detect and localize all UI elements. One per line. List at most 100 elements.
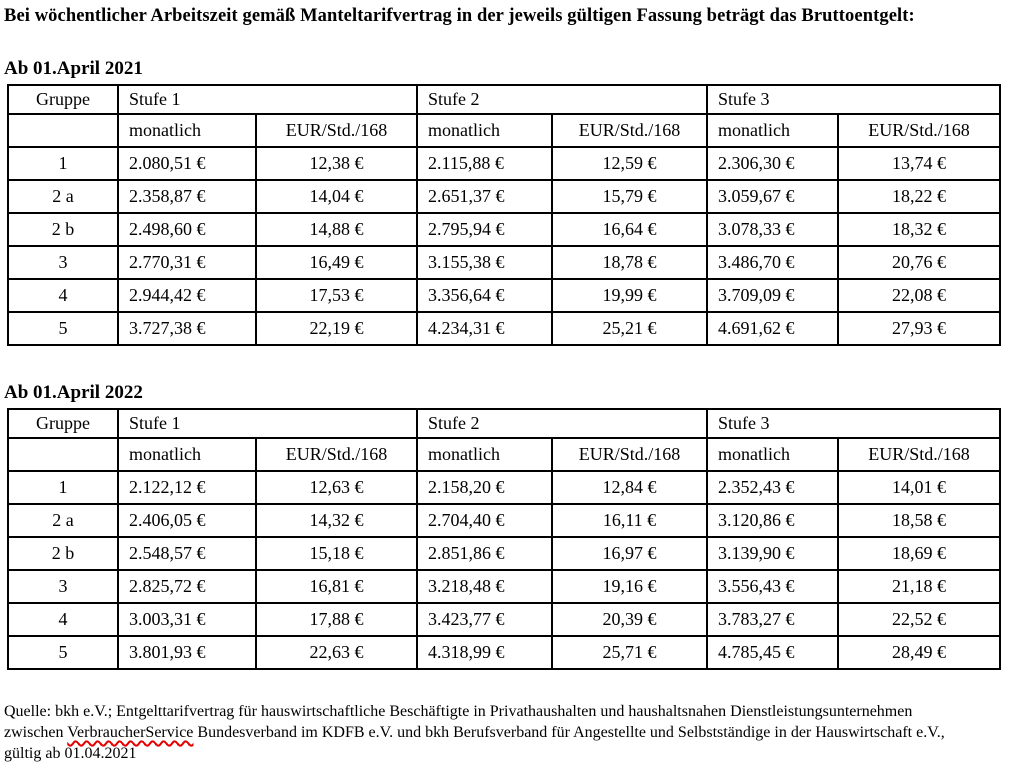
column-header-monthly-stufe1: monatlich xyxy=(117,437,257,472)
value-cell: 3.556,43 € xyxy=(706,569,839,604)
value-cell: 2.115,88 € xyxy=(416,146,553,181)
value-cell: 14,88 € xyxy=(255,212,418,247)
column-header-stufe3: Stufe 3 xyxy=(706,408,1001,439)
value-cell: 22,63 € xyxy=(255,635,418,670)
value-cell: 20,39 € xyxy=(551,602,708,637)
value-cell: 25,71 € xyxy=(551,635,708,670)
column-header-hourly-stufe2: EUR/Std./168 xyxy=(551,437,708,472)
value-cell: 2.080,51 € xyxy=(117,146,257,181)
value-cell: 2.770,31 € xyxy=(117,245,257,280)
source-text: Quelle: bkh e.V.; Entgelttarifvertrag fü… xyxy=(4,703,913,720)
column-header-hourly-stufe3: EUR/Std./168 xyxy=(837,437,1001,472)
value-cell: 3.727,38 € xyxy=(117,311,257,346)
value-cell: 25,21 € xyxy=(551,311,708,346)
value-cell: 17,88 € xyxy=(255,602,418,637)
value-cell: 2.122,12 € xyxy=(117,470,257,505)
table-row: 2 a 2.358,87 €14,04 €2.651,37 €15,79 €3.0… xyxy=(7,179,1001,214)
table-header-row: Gruppe Stufe 1 Stufe 2 Stufe 3 xyxy=(7,84,1001,115)
wage-table-2021-body: 1 2.080,51 €12,38 €2.115,88 €12,59 €2.306… xyxy=(7,146,1001,346)
value-cell: 12,38 € xyxy=(255,146,418,181)
value-cell: 20,76 € xyxy=(837,245,1001,280)
source-line-3: gültig ab 01.04.2021 xyxy=(4,743,1020,764)
value-cell: 4.785,45 € xyxy=(706,635,839,670)
value-cell: 3.783,27 € xyxy=(706,602,839,637)
value-cell: 22,08 € xyxy=(837,278,1001,313)
table-row: 5 3.727,38 €22,19 €4.234,31 €25,21 €4.691… xyxy=(7,311,1001,346)
value-cell: 2.498,60 € xyxy=(117,212,257,247)
column-header-empty xyxy=(7,437,119,472)
value-cell: 2.795,94 € xyxy=(416,212,553,247)
wage-table-2021: Gruppe Stufe 1 Stufe 2 Stufe 3 monatlich… xyxy=(7,84,1001,346)
source-line-2: zwischen VerbraucherService Bundesverban… xyxy=(4,722,1020,743)
value-cell: 4.234,31 € xyxy=(416,311,553,346)
table-header-row: Gruppe Stufe 1 Stufe 2 Stufe 3 xyxy=(7,408,1001,439)
table-row: 1 2.122,12 €12,63 €2.158,20 €12,84 €2.352… xyxy=(7,470,1001,505)
group-cell: 5 xyxy=(7,635,119,670)
value-cell: 16,49 € xyxy=(255,245,418,280)
group-cell: 3 xyxy=(7,569,119,604)
value-cell: 3.139,90 € xyxy=(706,536,839,571)
value-cell: 21,18 € xyxy=(837,569,1001,604)
column-header-hourly-stufe2: EUR/Std./168 xyxy=(551,113,708,148)
value-cell: 12,59 € xyxy=(551,146,708,181)
source-text: zwischen xyxy=(4,724,68,741)
group-cell: 1 xyxy=(7,470,119,505)
column-header-stufe3: Stufe 3 xyxy=(706,84,1001,115)
value-cell: 2.825,72 € xyxy=(117,569,257,604)
value-cell: 2.158,20 € xyxy=(416,470,553,505)
table-row: 4 3.003,31 €17,88 €3.423,77 €20,39 €3.783… xyxy=(7,602,1001,637)
table-row: 2 b 2.548,57 €15,18 €2.851,86 €16,97 €3.1… xyxy=(7,536,1001,571)
value-cell: 15,18 € xyxy=(255,536,418,571)
value-cell: 2.548,57 € xyxy=(117,536,257,571)
group-cell: 2 a xyxy=(7,503,119,538)
column-header-stufe2: Stufe 2 xyxy=(416,84,708,115)
column-header-monthly-stufe2: monatlich xyxy=(416,113,553,148)
column-header-monthly-stufe3: monatlich xyxy=(706,113,839,148)
value-cell: 18,78 € xyxy=(551,245,708,280)
value-cell: 28,49 € xyxy=(837,635,1001,670)
value-cell: 2.851,86 € xyxy=(416,536,553,571)
value-cell: 2.358,87 € xyxy=(117,179,257,214)
column-header-monthly-stufe1: monatlich xyxy=(117,113,257,148)
value-cell: 18,32 € xyxy=(837,212,1001,247)
table-subheader-row: monatlich EUR/Std./168 monatlich EUR/Std… xyxy=(7,437,1001,472)
misspelled-word-underlined: VerbraucherService xyxy=(67,724,194,741)
table-subheader-row: monatlich EUR/Std./168 monatlich EUR/Std… xyxy=(7,113,1001,148)
value-cell: 19,16 € xyxy=(551,569,708,604)
group-cell: 2 a xyxy=(7,179,119,214)
value-cell: 22,52 € xyxy=(837,602,1001,637)
group-cell: 2 b xyxy=(7,212,119,247)
value-cell: 19,99 € xyxy=(551,278,708,313)
source-line-1: Quelle: bkh e.V.; Entgelttarifvertrag fü… xyxy=(4,701,1020,722)
value-cell: 3.709,09 € xyxy=(706,278,839,313)
column-header-hourly-stufe1: EUR/Std./168 xyxy=(255,437,418,472)
value-cell: 12,84 € xyxy=(551,470,708,505)
value-cell: 13,74 € xyxy=(837,146,1001,181)
value-cell: 4.318,99 € xyxy=(416,635,553,670)
table-row: 2 b 2.498,60 €14,88 €2.795,94 €16,64 €3.0… xyxy=(7,212,1001,247)
value-cell: 16,64 € xyxy=(551,212,708,247)
source-text: gültig ab 01.04.2021 xyxy=(4,745,137,762)
column-header-empty xyxy=(7,113,119,148)
table-row: 5 3.801,93 €22,63 €4.318,99 €25,71 €4.785… xyxy=(7,635,1001,670)
value-cell: 2.944,42 € xyxy=(117,278,257,313)
page-title: Bei wöchentlicher Arbeitszeit gemäß Mant… xyxy=(4,6,915,26)
table-row: 4 2.944,42 €17,53 €3.356,64 €19,99 €3.709… xyxy=(7,278,1001,313)
column-header-gruppe: Gruppe xyxy=(7,84,119,115)
source-note: Quelle: bkh e.V.; Entgelttarifvertrag fü… xyxy=(4,701,1020,764)
table-row: 3 2.770,31 €16,49 €3.155,38 €18,78 €3.486… xyxy=(7,245,1001,280)
group-cell: 5 xyxy=(7,311,119,346)
value-cell: 14,01 € xyxy=(837,470,1001,505)
value-cell: 15,79 € xyxy=(551,179,708,214)
value-cell: 27,93 € xyxy=(837,311,1001,346)
value-cell: 12,63 € xyxy=(255,470,418,505)
column-header-stufe1: Stufe 1 xyxy=(117,408,418,439)
table-row: 1 2.080,51 €12,38 €2.115,88 €12,59 €2.306… xyxy=(7,146,1001,181)
value-cell: 2.406,05 € xyxy=(117,503,257,538)
wage-table-2022-body: 1 2.122,12 €12,63 €2.158,20 €12,84 €2.352… xyxy=(7,470,1001,670)
source-text: Bundesverband im KDFB e.V. und bkh Beruf… xyxy=(193,724,945,741)
column-header-stufe2: Stufe 2 xyxy=(416,408,708,439)
section-2022: Ab 01.April 2022 Gruppe Stufe 1 Stufe 2 … xyxy=(4,382,1020,670)
table-row: 3 2.825,72 €16,81 €3.218,48 €19,16 €3.556… xyxy=(7,569,1001,604)
section-heading-2022: Ab 01.April 2022 xyxy=(4,382,143,403)
